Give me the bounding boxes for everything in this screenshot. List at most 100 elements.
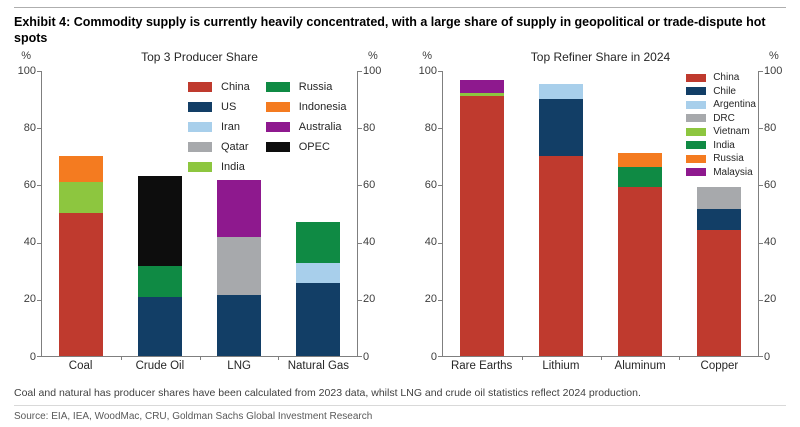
legend-item-china: China bbox=[188, 77, 250, 97]
y-tick-label: 100 bbox=[418, 64, 437, 77]
bar-segment-china bbox=[696, 230, 741, 356]
bar-segment-china bbox=[617, 187, 662, 356]
y-tick-label: 100 bbox=[764, 64, 783, 77]
y-axis-right: % 0 20 40 60 80 100 bbox=[358, 49, 385, 363]
chart-top-refiner-share: Top Refiner Share in 2024 % 0 20 40 60 80 100 … bbox=[415, 49, 786, 377]
axis-tick bbox=[37, 299, 42, 301]
axis-tick bbox=[357, 242, 362, 244]
y-axis-unit: % bbox=[21, 50, 31, 62]
axis-tick bbox=[438, 299, 443, 301]
legend-label: Russia bbox=[713, 153, 744, 165]
legend-item-iran: Iran bbox=[188, 117, 250, 137]
category-tick bbox=[600, 356, 602, 360]
y-axis-left: % 0 20 40 60 80 100 bbox=[14, 49, 41, 363]
y-tick-label: 0 bbox=[29, 350, 36, 363]
y-tick-label: 60 bbox=[424, 178, 437, 191]
axis-tick bbox=[758, 299, 763, 301]
axis-tick bbox=[357, 356, 362, 357]
y-axis-unit: % bbox=[422, 50, 432, 62]
legend-item-opec: OPEC bbox=[265, 137, 347, 157]
plot-area: China Chile Argentina DRC Vietnam India Russia… bbox=[438, 71, 763, 360]
y-tick-label: 40 bbox=[23, 236, 36, 249]
legend-column: Russia Indonesia Australia OPEC bbox=[265, 77, 347, 177]
x-category-label: Lithium bbox=[542, 360, 580, 372]
y-axis-unit: % bbox=[769, 50, 779, 62]
y-tick-label: 80 bbox=[363, 121, 376, 134]
y-tick-label: 20 bbox=[23, 293, 36, 306]
bar-segment-china bbox=[539, 155, 584, 356]
legend-label: Argentina bbox=[713, 99, 756, 111]
axis-tick bbox=[758, 356, 763, 357]
legend-swatch bbox=[686, 87, 707, 96]
legend-label: Malaysia bbox=[713, 166, 753, 178]
axis-tick bbox=[438, 242, 443, 244]
category-tick bbox=[679, 356, 681, 360]
legend-label: Russia bbox=[298, 81, 333, 93]
legend-label: US bbox=[221, 101, 237, 113]
y-tick-label: 60 bbox=[23, 178, 36, 191]
y-tick-label: 20 bbox=[764, 293, 777, 306]
legend-item-vietnam: Vietnam bbox=[686, 125, 756, 139]
bar-segment-us bbox=[295, 283, 340, 356]
axis-tick bbox=[357, 71, 362, 72]
axis-tick bbox=[758, 185, 763, 187]
chart-top-3-producer-share: Top 3 Producer Share % 0 20 40 60 80 100 China… bbox=[14, 49, 385, 377]
legend-item-russia: Russia bbox=[686, 152, 756, 166]
footnote: Coal and natural has producer shares hav… bbox=[14, 387, 641, 399]
x-category-label: Crude Oil bbox=[135, 360, 185, 372]
bar-segment-russia bbox=[138, 265, 183, 298]
y-axis-left: % 0 20 40 60 80 100 bbox=[415, 49, 442, 363]
bar-segment-india bbox=[617, 167, 662, 188]
bar-natural-gas bbox=[295, 221, 340, 356]
y-tick-label: 40 bbox=[424, 236, 437, 249]
bar-segment-china bbox=[59, 213, 104, 356]
y-tick-label: 60 bbox=[764, 178, 777, 191]
y-tick-label: 80 bbox=[23, 121, 36, 134]
axis-tick bbox=[357, 299, 362, 301]
legend-item-australia: Australia bbox=[265, 117, 347, 137]
legend-label: China bbox=[221, 81, 250, 93]
legend-item-argentina: Argentina bbox=[686, 98, 756, 112]
category-tick bbox=[278, 356, 280, 360]
x-category-label: Coal bbox=[68, 360, 93, 372]
legend-swatch bbox=[188, 162, 212, 172]
legend-column: China Chile Argentina DRC Vietnam India Russia… bbox=[686, 71, 756, 179]
bar-segment-qatar bbox=[216, 237, 261, 295]
y-tick-label: 0 bbox=[430, 350, 437, 363]
legend-label: OPEC bbox=[298, 141, 330, 153]
axis-tick bbox=[758, 128, 763, 130]
legend-label: India bbox=[713, 139, 735, 151]
legend-swatch bbox=[188, 142, 212, 152]
bar-segment-iran bbox=[295, 263, 340, 284]
bar-segment-malaysia bbox=[460, 80, 505, 93]
chart-title: Top 3 Producer Share bbox=[141, 50, 258, 64]
category-tick bbox=[521, 356, 523, 360]
legend-column: China US Iran Qatar India bbox=[188, 77, 250, 177]
legend-label: China bbox=[713, 72, 740, 84]
legend-swatch bbox=[686, 73, 707, 82]
axis-tick bbox=[438, 128, 443, 130]
axis-tick bbox=[37, 71, 42, 72]
legend-label: Vietnam bbox=[713, 126, 750, 138]
axis-tick bbox=[37, 185, 42, 187]
category-tick bbox=[120, 356, 122, 360]
plot-area: China US Iran Qatar India Russia Indonesia Aust… bbox=[37, 71, 362, 360]
bar-aluminum bbox=[617, 152, 662, 356]
axis-tick bbox=[758, 242, 763, 244]
y-tick-label: 20 bbox=[363, 293, 376, 306]
top-divider bbox=[14, 7, 786, 8]
legend-swatch bbox=[265, 142, 290, 152]
legend-item-china: China bbox=[686, 71, 756, 85]
legend-item-india: India bbox=[686, 139, 756, 153]
bar-lithium bbox=[539, 84, 584, 356]
bar-crude-oil bbox=[138, 175, 183, 356]
bar-segment-china bbox=[460, 95, 505, 356]
source-line: Source: EIA, IEA, WoodMac, CRU, Goldman … bbox=[14, 411, 373, 422]
x-category-label: Rare Earths bbox=[450, 360, 513, 372]
axis-tick bbox=[37, 128, 42, 130]
y-tick-label: 20 bbox=[424, 293, 437, 306]
category-tick bbox=[199, 356, 201, 360]
legend-item-malaysia: Malaysia bbox=[686, 166, 756, 180]
bar-segment-chile bbox=[696, 208, 741, 231]
y-tick-label: 60 bbox=[363, 178, 376, 191]
